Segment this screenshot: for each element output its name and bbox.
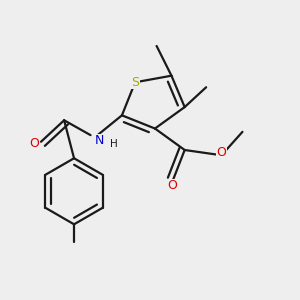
Text: H: H	[110, 139, 118, 149]
Text: O: O	[217, 146, 226, 159]
Text: N: N	[95, 134, 104, 147]
Text: O: O	[167, 179, 177, 192]
Text: S: S	[131, 76, 139, 89]
Text: O: O	[29, 137, 39, 150]
